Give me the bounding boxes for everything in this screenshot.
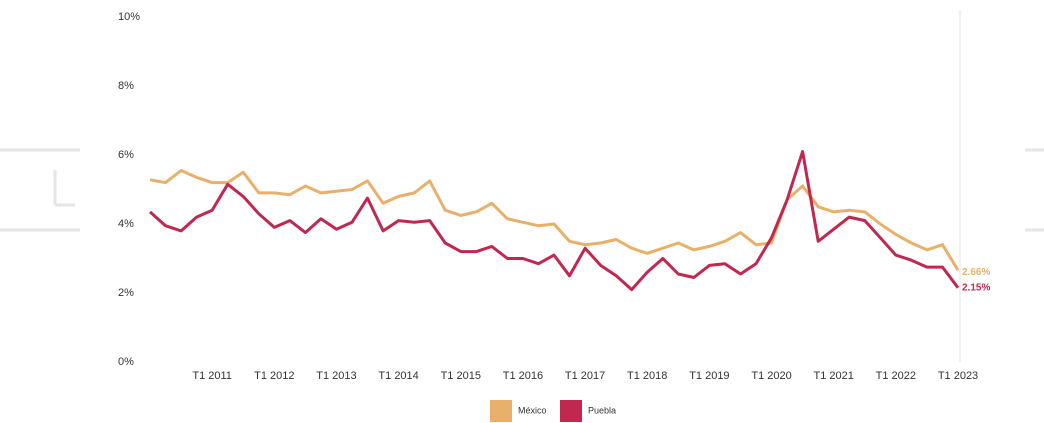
x-tick-label: T1 2022 [876,370,916,382]
y-tick-label: 10% [118,11,140,23]
y-tick-label: 2% [118,287,134,299]
x-tick-label: T1 2021 [814,370,854,382]
y-tick-label: 4% [118,218,134,230]
legend-label: México [518,405,547,415]
x-tick-label: T1 2023 [938,370,978,382]
x-tick-label: T1 2016 [503,370,543,382]
legend-swatch [490,400,512,422]
data-label: 2.66% [962,267,990,278]
x-tick-label: T1 2012 [254,370,294,382]
background-decoration [0,148,1044,232]
x-tick-label: T1 2011 [192,370,232,382]
legend-label: Puebla [588,405,616,415]
x-tick-label: T1 2020 [751,370,791,382]
y-tick-label: 8% [118,80,134,92]
series-line [149,169,960,271]
x-tick-label: T1 2015 [441,370,481,382]
series-line [149,150,960,292]
x-tick-label: T1 2018 [627,370,667,382]
x-tick-label: T1 2019 [689,370,729,382]
data-label: 2.15% [962,282,990,293]
legend-swatch [560,400,582,422]
x-tick-label: T1 2013 [316,370,356,382]
y-tick-label: 6% [118,149,134,161]
x-tick-label: T1 2017 [565,370,605,382]
y-tick-label: 0% [118,356,134,368]
x-tick-label: T1 2014 [378,370,418,382]
